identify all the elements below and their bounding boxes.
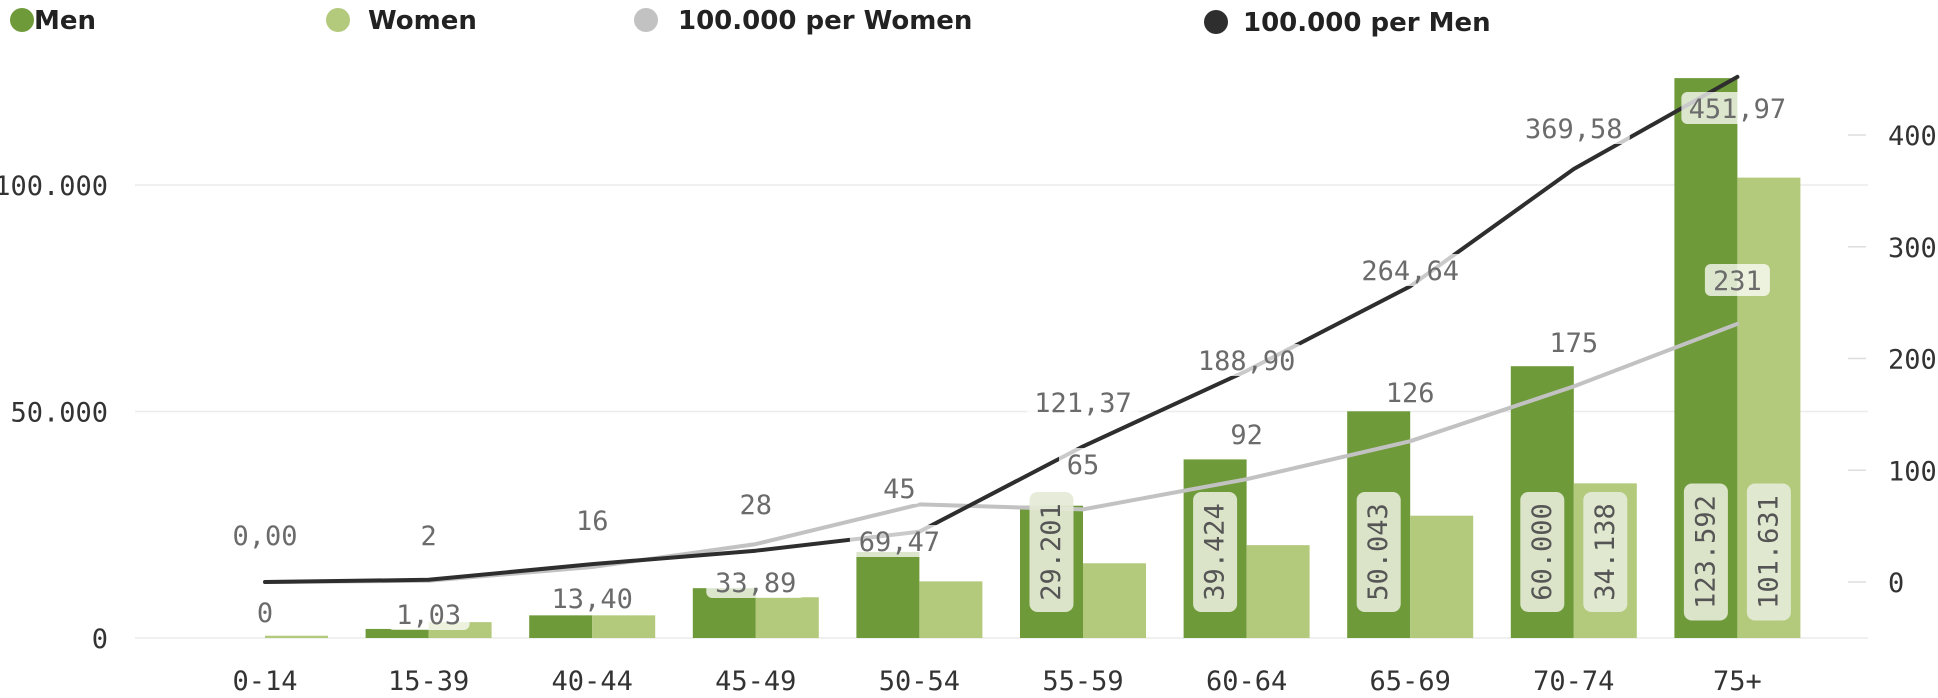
legend-marker-100-000-per-women xyxy=(634,8,658,32)
y-left-tick-label: 0 xyxy=(92,624,108,655)
label-men-rate-0-14: 0,00 xyxy=(232,521,297,552)
label-box-men-rate xyxy=(226,519,304,551)
label-box-men-rate xyxy=(1027,386,1139,418)
legend-marker-women xyxy=(326,8,350,32)
label-box-women-rate xyxy=(1377,376,1443,408)
label-men-rate-60-64: 188,90 xyxy=(1198,346,1296,377)
label-men-rate-40-44: 16 xyxy=(576,506,609,537)
y-right-tick-label: 400 xyxy=(1888,121,1937,152)
label-women-rate-15-39: 1,03 xyxy=(396,600,461,631)
label-men-rate-55-59: 121,37 xyxy=(1034,388,1132,419)
bar-label-women-75+: 101.631 xyxy=(1753,495,1784,609)
label-women-rate-40-44: 13,40 xyxy=(552,584,633,615)
x-tick-label-15-39: 15-39 xyxy=(388,666,469,697)
y-left-tick-label: 100.000 xyxy=(0,171,108,202)
bar-women-50-54 xyxy=(919,581,983,638)
label-box-men-rate xyxy=(1681,92,1794,124)
bar-label-men-55-59-box xyxy=(1029,492,1074,612)
bar-women-40-44 xyxy=(592,615,656,638)
label-men-rate-50-54: 45 xyxy=(883,474,916,505)
bar-label-men-60-64-box xyxy=(1193,492,1238,612)
label-box-women-rate xyxy=(706,566,806,598)
bar-label-men-55-59: 29.201 xyxy=(1036,503,1067,601)
label-men-rate-75+: 451,97 xyxy=(1689,94,1787,125)
bar-women-0-14 xyxy=(265,635,328,638)
label-box-men-rate xyxy=(570,504,615,536)
x-tick-label-55-59: 55-59 xyxy=(1042,666,1123,697)
label-box-women-rate xyxy=(1059,448,1107,480)
bar-men-50-54 xyxy=(856,551,920,638)
label-women-rate-65-69: 126 xyxy=(1386,378,1435,409)
bar-label-women-70-74: 34.138 xyxy=(1590,503,1621,601)
legend-label-women: Women xyxy=(368,6,477,36)
x-tick-label-50-54: 50-54 xyxy=(879,666,960,697)
bar-women-60-64 xyxy=(1246,545,1310,638)
bar-women-55-59 xyxy=(1083,563,1146,638)
legend: Men Women 100.000 per Women 100.000 per Men xyxy=(10,6,1491,38)
y-left-axis: 0 50.000 100.000 xyxy=(0,171,108,655)
x-tick-label-45-49: 45-49 xyxy=(715,666,796,697)
y-right-axis: 0 100 200 300 400 xyxy=(1848,121,1937,599)
label-women-rate-0-14: 0 xyxy=(257,598,273,629)
label-box-men-rate xyxy=(1190,344,1303,376)
label-box-men-rate xyxy=(1354,254,1467,286)
bar-label-men-65-69: 50.043 xyxy=(1363,503,1394,601)
x-tick-label-60-64: 60-64 xyxy=(1206,666,1287,697)
legend-marker-100-000-per-men xyxy=(1204,10,1228,34)
bar-label-women-70-74-box xyxy=(1583,492,1628,612)
bar-label-men-65-69-box xyxy=(1356,492,1401,612)
bar-women-65-69 xyxy=(1410,515,1474,638)
x-tick-label-75+: 75+ xyxy=(1713,666,1762,697)
label-women-rate-50-54: 69,47 xyxy=(859,527,940,558)
label-box-women-rate xyxy=(1541,326,1607,358)
x-tick-label-70-74: 70-74 xyxy=(1533,666,1614,697)
bar-label-men-70-74: 60.000 xyxy=(1527,503,1558,601)
label-men-rate-15-39: 2 xyxy=(420,521,436,552)
y-right-tick-label: 100 xyxy=(1888,456,1937,487)
x-tick-label-65-69: 65-69 xyxy=(1370,666,1451,697)
bar-men-15-39 xyxy=(365,628,429,638)
legend-marker-men xyxy=(10,8,34,32)
label-women-rate-75+: 231 xyxy=(1713,266,1762,297)
bar-label-men-60-64: 39.424 xyxy=(1200,503,1231,601)
label-box-men-rate xyxy=(733,488,778,520)
label-box-women-rate xyxy=(249,596,281,628)
label-box-men-rate xyxy=(1517,112,1630,144)
bar-label-men-75+-box xyxy=(1683,483,1728,621)
label-men-rate-70-74: 369,58 xyxy=(1525,114,1623,145)
bar-label-women-75+-box xyxy=(1746,483,1791,621)
label-women-rate-55-59: 65 xyxy=(1067,450,1100,481)
x-axis: 0-14 15-39 40-44 45-49 50-54 55-59 60-64 65-69 7… xyxy=(232,666,1761,697)
x-tick-label-40-44: 40-44 xyxy=(552,666,633,697)
y-left-tick-label: 50.000 xyxy=(10,398,108,429)
y-right-tick-label: 0 xyxy=(1888,568,1904,599)
y-right-tick-label: 300 xyxy=(1888,233,1937,264)
label-box-women-rate xyxy=(542,582,642,614)
data-labels: 0,00 2 16 28 45 121,37 188,90 264,64 369,58 451,9… xyxy=(226,92,1794,631)
label-box-women-rate xyxy=(1222,418,1271,450)
label-box-women-rate xyxy=(1704,264,1770,296)
label-women-rate-70-74: 175 xyxy=(1549,328,1598,359)
bar-women-45-49 xyxy=(755,597,819,638)
lines xyxy=(263,74,1740,584)
legend-label-100-000-per-women: 100.000 per Women xyxy=(678,6,972,36)
label-women-rate-45-49: 33,89 xyxy=(715,568,796,599)
line-100000-per-men xyxy=(263,74,1740,584)
label-box-men-rate xyxy=(415,519,443,551)
legend-label-100-000-per-men: 100.000 per Men xyxy=(1243,8,1491,38)
bar-label-men-75+: 123.592 xyxy=(1690,495,1721,609)
label-men-rate-65-69: 264,64 xyxy=(1361,256,1459,287)
label-box-women-rate xyxy=(387,598,470,630)
legend-label-men: Men xyxy=(34,6,96,36)
y-right-tick-label: 200 xyxy=(1888,345,1937,376)
label-women-rate-60-64: 92 xyxy=(1230,420,1263,451)
x-tick-label-0-14: 0-14 xyxy=(232,666,297,697)
label-box-men-rate xyxy=(877,472,922,504)
label-men-rate-45-49: 28 xyxy=(740,490,773,521)
bar-label-men-70-74-box xyxy=(1520,492,1565,612)
bar-men-40-44 xyxy=(529,615,593,638)
label-box-women-rate xyxy=(849,525,949,557)
